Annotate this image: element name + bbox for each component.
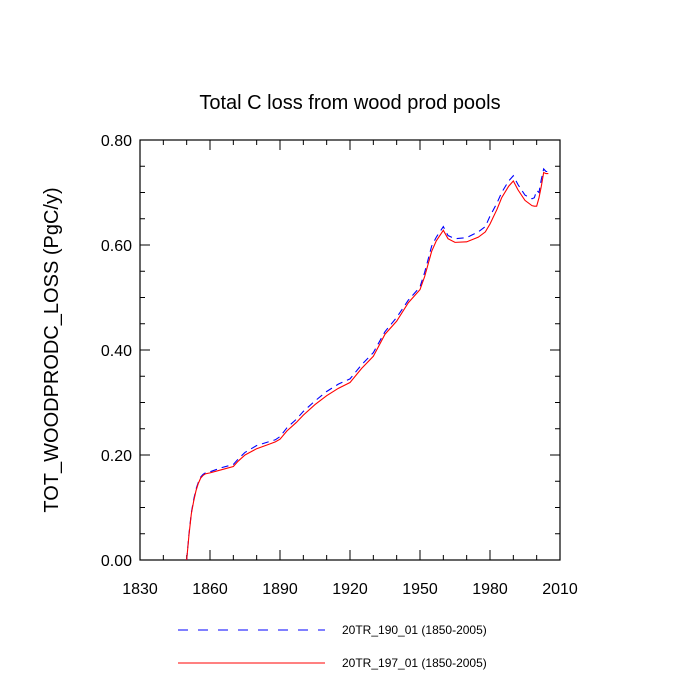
series-line-2 — [186, 171, 549, 561]
plot-area-frame — [139, 139, 561, 561]
y-axis-label: TOT_WOODPRODC_LOSS (PgC/y) — [41, 187, 63, 512]
x-tick-label: 1860 — [192, 581, 228, 598]
chart-title: Total C loss from wood prod pools — [199, 92, 500, 114]
y-tick-label: 0.80 — [101, 133, 132, 150]
y-tick-label: 0.60 — [101, 238, 132, 255]
y-tick-label: 0.40 — [101, 343, 132, 360]
x-tick-label: 1830 — [122, 581, 158, 598]
x-tick-label: 1890 — [262, 581, 298, 598]
series-line-1 — [186, 167, 549, 561]
legend-label-2: 20TR_197_01 (1850-2005) — [342, 656, 487, 670]
series-lines — [186, 167, 549, 561]
y-tick-label: 0.20 — [101, 448, 132, 465]
legend: 20TR_190_01 (1850-2005) 20TR_197_01 (1850… — [178, 623, 487, 670]
y-tick-label: 0.00 — [101, 553, 132, 570]
x-tick-label: 1980 — [472, 581, 508, 598]
legend-label-1: 20TR_190_01 (1850-2005) — [342, 623, 487, 637]
x-tick-label: 2010 — [542, 581, 578, 598]
x-tick-label: 1950 — [402, 581, 438, 598]
x-tick-label: 1920 — [332, 581, 368, 598]
x-axis-ticks: 1830 1860 1890 1920 1950 1980 2010 — [122, 140, 578, 598]
y-axis-ticks: 0.00 0.20 0.40 0.60 0.80 — [101, 133, 560, 570]
